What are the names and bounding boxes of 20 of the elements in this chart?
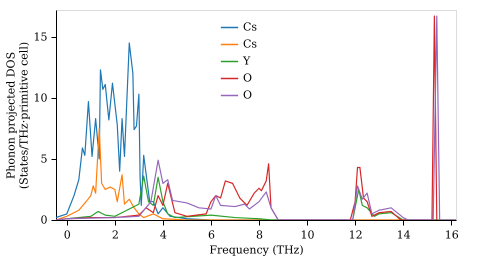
legend-label: Y [242, 54, 251, 68]
y-tick-label: 0 [40, 214, 48, 226]
x-axis-title: Frequency (THz) [209, 244, 304, 256]
x-tick-label: 12 [348, 228, 363, 242]
x-tick-label: 10 [300, 228, 315, 242]
legend-label: O [243, 88, 252, 102]
legend-label: O [243, 72, 252, 84]
legend-label: Cs [243, 20, 258, 34]
x-tick-label: 16 [444, 228, 459, 242]
y-tick-label: 15 [34, 30, 48, 44]
x-tick-label: 14 [396, 228, 411, 242]
x-tick-label: 0 [64, 228, 71, 242]
y-tick-label: 10 [34, 91, 48, 104]
x-tick-label: 4 [160, 228, 167, 242]
legend-label: Cs [243, 38, 258, 50]
y-axis-title: Phonon projected DOS (States/THz·primitive cell) [4, 42, 31, 190]
x-tick-label: 2 [112, 228, 119, 242]
y-tick-label: 5 [40, 152, 48, 166]
x-tick-label: 6 [208, 228, 215, 242]
x-tick-label: 8 [256, 228, 264, 242]
